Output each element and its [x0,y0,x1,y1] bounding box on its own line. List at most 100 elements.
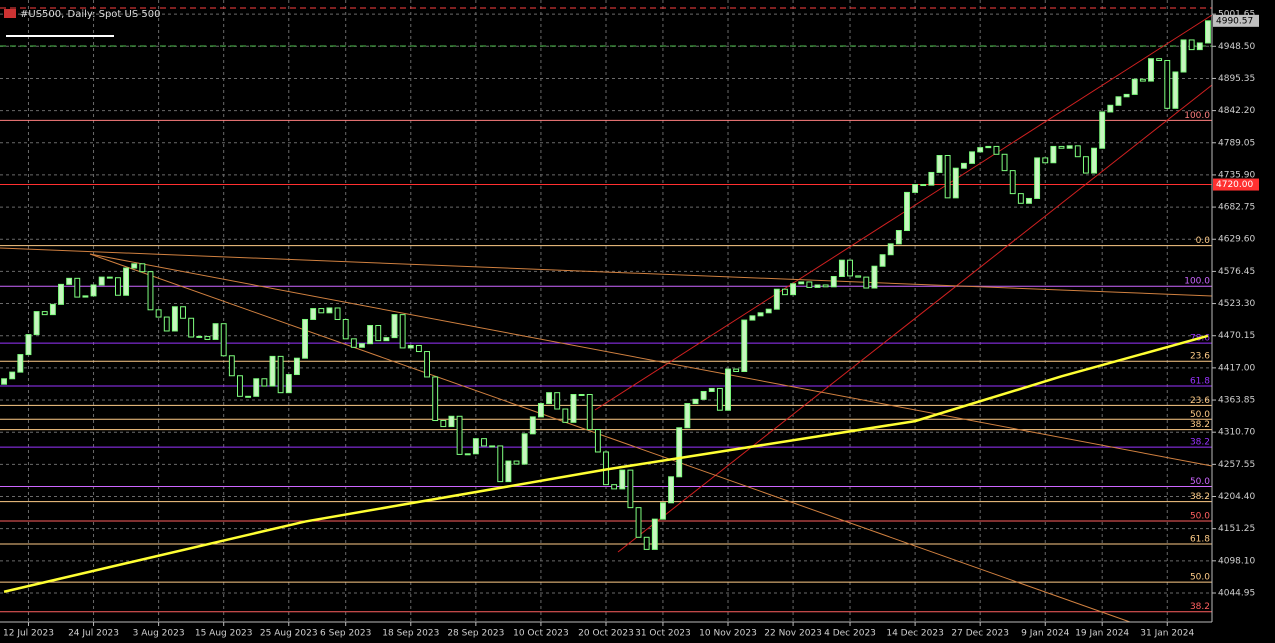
candle-body [310,308,317,320]
level-label: 38.2 [1190,492,1210,502]
y-tick-label: 4789.05 [1218,138,1255,148]
candle-body [651,518,658,550]
current-price: 4990.57 [1216,16,1253,26]
level-label: 23.6 [1190,396,1210,406]
candle-body [790,283,797,296]
candle-body [456,415,463,455]
candle-body [782,288,788,296]
candle-body [1123,93,1130,98]
candle-body [773,288,780,310]
candle-body [1180,39,1187,73]
candle-body [692,398,699,405]
candles [1,20,1211,550]
level-label: 23.6 [1190,352,1210,362]
level-label: 0.0 [1196,236,1211,246]
candle-body [147,271,154,311]
candle-body [993,145,1000,155]
candle-body [139,263,146,273]
y-tick-label: 4098.10 [1218,556,1255,566]
x-tick-label: 10 Oct 2023 [513,629,569,639]
candle-body [668,476,675,504]
candle-body [49,303,56,316]
candle-body [326,307,333,314]
candle-body [375,325,382,342]
candle-body [985,145,992,149]
candle-body [350,338,357,348]
candle-body [1099,111,1106,149]
candle-body [90,284,97,297]
y-tick-label: 4895.35 [1218,74,1255,84]
candle-body [529,416,536,435]
candle-body [204,335,211,340]
y-tick-label: 4417.00 [1218,363,1255,373]
candle-body [1172,71,1179,109]
trend-line [89,253,1213,467]
candle-body [619,469,626,490]
candle-body [586,393,593,431]
candle-body [1017,193,1024,204]
x-tick-label: 14 Dec 2023 [886,629,944,639]
candle-body [74,277,81,298]
candle-body [25,334,32,356]
candle-body [220,323,227,357]
x-tick-label: 15 Aug 2023 [195,629,253,639]
candle-body [171,306,178,332]
trend-line [0,247,1213,297]
x-tick-label: 31 Jan 2024 [1140,629,1194,639]
y-tick-label: 4523.30 [1218,299,1255,309]
candle-body [1058,145,1065,149]
candle-body [741,319,748,373]
candle-body [977,147,984,153]
level-label: 100.0 [1184,277,1210,287]
candle-body [123,267,130,296]
candle-body [895,230,902,245]
candle-body [1156,58,1163,62]
x-tick-label: 22 Nov 2023 [764,629,822,639]
candle-body [9,371,16,380]
candle-body [285,374,292,394]
candle-body [960,162,967,169]
candle-body [98,276,105,286]
candle-body [505,460,512,483]
candle-body [969,151,975,164]
candle-body [1148,58,1154,82]
candle-body [879,254,886,267]
y-tick-label: 5001.65 [1218,10,1255,20]
candle-body [912,184,919,193]
level-label: 61.8 [1190,377,1210,387]
candle-body [66,277,73,285]
candle-body [521,433,528,465]
candle-body [765,308,772,314]
candle-body [407,344,414,349]
candle-body [188,317,195,338]
candle-body [440,420,447,428]
candle-body [269,355,276,387]
candle-body [1074,145,1081,158]
chart-title: #US500, Daily: Spot US 500 [20,9,160,20]
moving-average [3,334,1209,593]
y-tick-label: 4204.40 [1218,492,1255,502]
candle-body [814,284,821,288]
candle-body [277,355,284,394]
candle-body [1131,78,1138,95]
candle-body [41,311,48,316]
candle-body [33,311,40,336]
candle-body [1188,39,1195,51]
candle-body [497,445,504,483]
y-tick-label: 4576.45 [1218,267,1255,277]
level-label: 4720.00 [1216,180,1253,190]
candle-body [1066,145,1073,149]
candle-body [359,343,365,348]
price-box [1213,14,1259,27]
level-label: 50.0 [1190,410,1210,420]
candle-body [342,318,349,340]
candle-body [1042,157,1049,164]
candle-body [513,460,520,465]
candle-body [82,295,89,298]
candle-body [163,316,170,332]
candle-body [383,337,390,342]
y-tick-label: 4948.50 [1218,42,1255,52]
x-tick-label: 25 Aug 2023 [260,629,318,639]
